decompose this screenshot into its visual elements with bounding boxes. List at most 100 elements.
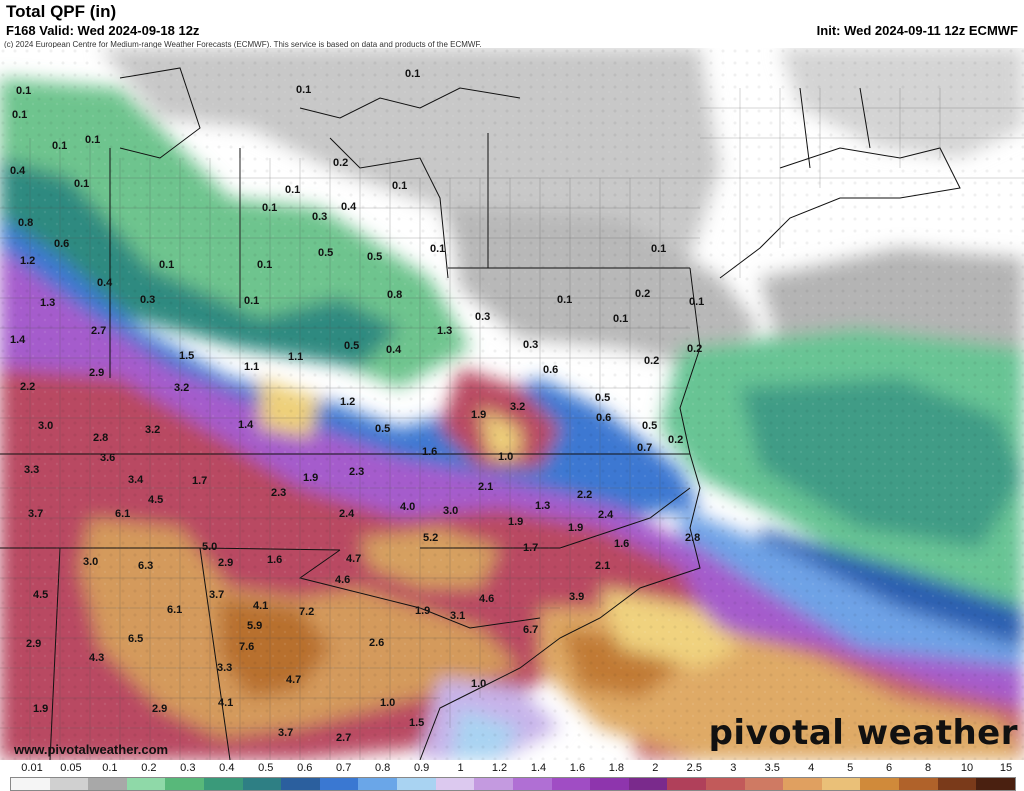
qpf-value-label: 1.9 [508,516,524,528]
colorbar-tick-label: 8 [925,762,932,774]
colorbar-swatch [204,778,243,790]
colorbar-tick-label: 2.5 [686,762,702,774]
qpf-value-label: 3.0 [83,556,99,568]
qpf-value-label: 1.5 [409,717,425,729]
qpf-value-label: 1.0 [380,697,396,709]
qpf-value-label: 0.1 [405,68,421,80]
colorbar-swatch [281,778,320,790]
qpf-value-label: 2.6 [369,637,385,649]
colorbar-swatch [860,778,900,790]
qpf-value-label: 0.5 [375,423,391,435]
qpf-value-label: 0.1 [52,140,68,152]
colorbar-tick-label: 0.2 [141,762,157,774]
qpf-value-label: 3.6 [100,452,116,464]
qpf-value-label: 0.1 [85,134,101,146]
qpf-value-label: 0.1 [285,184,301,196]
qpf-value-label: 2.8 [93,432,109,444]
qpf-value-label: 6.5 [128,633,144,645]
qpf-value-label: 0.5 [318,247,334,259]
qpf-value-label: 4.6 [479,593,495,605]
colorbar-tick-label: 0.05 [60,762,82,774]
qpf-value-label: 0.2 [687,343,703,355]
colorbar-tick-label: 0.7 [336,762,352,774]
qpf-value-label: 4.1 [253,600,269,612]
qpf-value-label: 3.1 [450,610,466,622]
qpf-value-label: 6.7 [523,624,539,636]
qpf-value-label: 0.1 [74,178,90,190]
colorbar-tick-label: 6 [886,762,893,774]
colorbar-swatch [358,778,398,790]
qpf-value-label: 1.6 [614,538,630,550]
qpf-value-label: 7.2 [299,606,315,618]
qpf-value-label: 1.9 [33,703,49,715]
qpf-value-label: 0.5 [367,251,383,263]
colorbar-swatch [49,778,89,790]
qpf-value-label: 0.2 [644,355,660,367]
colorbar-swatch [11,778,50,790]
qpf-value-label: 0.6 [54,238,70,250]
colorbar-swatch [899,778,938,790]
colorbar-swatch [512,778,552,790]
qpf-value-label: 3.2 [174,382,190,394]
qpf-value-label: 4.7 [346,553,362,565]
qpf-value-label: 1.2 [20,255,36,267]
colorbar-tick-label: 0.4 [219,762,235,774]
qpf-value-label: 1.9 [415,605,431,617]
colorbar-swatch [821,778,861,790]
qpf-value-label: 0.1 [244,295,260,307]
qpf-value-label: 1.9 [471,409,487,421]
colorbar-tick-label: 1.8 [608,762,625,774]
colorbar-tick-label: 2 [652,762,659,774]
qpf-value-label: 0.1 [262,202,278,214]
header-bar: Total QPF (in) F168 Valid: Wed 2024-09-1… [0,0,1024,49]
colorbar-tick-label: 0.01 [21,762,43,774]
qpf-value-label: 0.4 [10,165,26,177]
colorbar-swatch [628,778,668,790]
qpf-value-label: 0.1 [613,313,629,325]
qpf-value-label: 4.5 [148,494,164,506]
qpf-value-label: 0.1 [159,259,175,271]
qpf-value-label: 2.4 [598,509,614,521]
colorbar-swatch [667,778,706,790]
colorbar-tick-label: 1.6 [569,762,586,774]
qpf-value-label: 0.3 [312,211,328,223]
qpf-value-label: 0.1 [689,296,705,308]
colorbar-swatch [783,778,822,790]
qpf-value-label: 1.3 [40,297,56,309]
qpf-value-label: 4.1 [218,697,234,709]
colorbar-tick-label: 15 [999,762,1013,774]
colorbar-swatches [10,777,1016,791]
qpf-value-label: 0.2 [668,434,684,446]
colorbar-ticks: 0.01 0.05 0.1 0.2 0.3 0.4 0.5 0.6 0.7 0.8 0.9 1 1.2 1… [0,762,1024,776]
qpf-value-label: 3.3 [24,464,40,476]
colorbar-swatch [744,778,784,790]
qpf-value-label: 3.9 [569,591,585,603]
colorbar-swatch [590,778,629,790]
qpf-value-label: 1.7 [523,542,539,554]
qpf-value-label: 4.3 [89,652,105,664]
precip-field [0,48,1024,760]
qpf-value-label: 3.4 [128,474,144,486]
qpf-value-label: 7.6 [239,641,255,653]
qpf-value-label: 5.9 [247,620,263,632]
qpf-map[interactable] [0,48,1024,760]
qpf-value-label: 1.1 [288,351,304,363]
colorbar-tick-label: 3 [730,762,737,774]
colorbar-tick-label: 0.1 [102,762,118,774]
qpf-value-label: 3.0 [38,420,54,432]
qpf-value-label: 3.7 [28,508,44,520]
colorbar-swatch [319,778,359,790]
colorbar-swatch [126,778,166,790]
init-time: Init: Wed 2024-09-11 12z ECMWF [816,23,1018,38]
qpf-value-label: 1.0 [471,678,487,690]
brand-logo: pivotal weather [708,713,1018,753]
qpf-value-label: 1.6 [267,554,283,566]
qpf-value-label: 5.2 [423,532,439,544]
qpf-value-label: 0.6 [596,412,612,424]
qpf-value-label: 0.3 [475,311,491,323]
qpf-value-label: 0.1 [392,180,408,192]
site-url[interactable]: www.pivotalweather.com [14,742,169,757]
qpf-value-label: 3.2 [510,401,526,413]
qpf-value-label: 1.9 [568,522,584,534]
qpf-value-label: 2.2 [577,489,593,501]
